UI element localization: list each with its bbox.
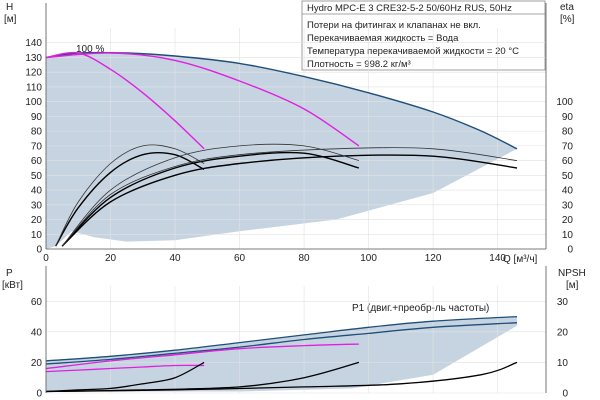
series-line bbox=[45, 364, 205, 373]
x-tick-label: 60 bbox=[234, 253, 246, 264]
y-right-tick-label: 90 bbox=[562, 112, 574, 123]
series-line bbox=[45, 322, 518, 365]
y-right-label-line2: [%] bbox=[560, 14, 575, 25]
p-tick-label: 0 bbox=[36, 389, 42, 400]
y-left-tick-label: 70 bbox=[31, 141, 43, 152]
y-right-tick-label: 100 bbox=[556, 97, 573, 108]
y-left-tick-label: 0 bbox=[36, 245, 42, 256]
y-right-tick-label: 60 bbox=[562, 156, 574, 167]
y-right-tick-label: 10 bbox=[562, 230, 574, 241]
p-left-label-line1: P bbox=[6, 268, 13, 279]
y-left-tick-label: 130 bbox=[25, 53, 42, 64]
y-left-tick-label: 80 bbox=[31, 127, 43, 138]
x-tick-label: 120 bbox=[425, 253, 442, 264]
x-tick-label: 140 bbox=[489, 253, 506, 264]
series-line bbox=[55, 144, 205, 247]
y-left-tick-label: 20 bbox=[31, 215, 43, 226]
series-line bbox=[61, 154, 518, 247]
npsh-tick-label: 30 bbox=[557, 297, 569, 308]
x-tick-label: 40 bbox=[169, 253, 181, 264]
p-left-label-line2: [кВт] bbox=[2, 280, 23, 291]
series-line bbox=[61, 143, 360, 247]
npsh-right-label-line1: NPSH bbox=[558, 268, 586, 279]
y-left-tick-label: 40 bbox=[31, 186, 43, 197]
y-right-tick-label: 70 bbox=[562, 141, 574, 152]
info-note-1: Потери на фитингах и клапанах не вкл. bbox=[307, 20, 481, 31]
y-left-tick-label: 90 bbox=[31, 112, 43, 123]
y-right-tick-label: 80 bbox=[562, 127, 574, 138]
y-right-tick-label: 30 bbox=[562, 200, 574, 211]
series-line bbox=[45, 52, 360, 147]
y-right-label-line1: eta bbox=[560, 2, 574, 13]
series-line bbox=[61, 147, 518, 247]
series-line bbox=[61, 151, 360, 247]
y-left-tick-label: 140 bbox=[25, 38, 42, 49]
info-note-2: Перекачиваемая жидкость = Вода bbox=[307, 33, 459, 44]
y-right-tick-label: 20 bbox=[562, 215, 574, 226]
y-right-tick-label: 50 bbox=[562, 171, 574, 182]
y-left-tick-label: 120 bbox=[25, 68, 42, 79]
x-axis-label: Q [м³/ч] bbox=[503, 254, 538, 265]
npsh-tick-label: 0 bbox=[562, 389, 568, 400]
y-left-tick-label: 30 bbox=[31, 200, 43, 211]
series-line bbox=[45, 51, 205, 150]
power-range-area bbox=[46, 316, 517, 392]
series-line bbox=[45, 343, 359, 370]
chart-title: Hydro MPC-E 3 CRE32-5-2 50/60Hz RUS, 50H… bbox=[307, 3, 512, 14]
x-tick-label: 20 bbox=[105, 253, 117, 264]
series-line bbox=[45, 315, 518, 362]
y-left-tick-label: 60 bbox=[31, 156, 43, 167]
info-note-3: Температура перекачиваемой жидкости = 20… bbox=[307, 46, 519, 57]
series-line bbox=[45, 361, 518, 393]
x-tick-label: 80 bbox=[299, 253, 311, 264]
npsh-tick-label: 20 bbox=[557, 327, 569, 338]
series-line bbox=[55, 152, 205, 247]
series-line bbox=[45, 361, 205, 393]
y-right-tick-label: 40 bbox=[562, 186, 574, 197]
info-note-4: Плотность = 998.2 кг/м³ bbox=[307, 59, 411, 70]
p-tick-label: 20 bbox=[31, 358, 43, 369]
p-tick-label: 60 bbox=[31, 297, 43, 308]
x-tick-label: 100 bbox=[360, 253, 377, 264]
legend-p1: P1 (двиг.+преобр-ль частоты) bbox=[352, 302, 489, 314]
y-left-tick-label: 50 bbox=[31, 171, 43, 182]
x-tick-label: 0 bbox=[43, 253, 49, 264]
annotation-100: 100 % bbox=[76, 44, 104, 55]
y-left-label-line2: [м] bbox=[4, 14, 17, 25]
y-left-label-line1: H bbox=[6, 2, 13, 13]
npsh-right-label-line2: [м] bbox=[566, 280, 579, 291]
y-left-tick-label: 110 bbox=[26, 82, 42, 93]
p-tick-label: 40 bbox=[31, 327, 43, 338]
y-right-tick-label: 0 bbox=[567, 245, 573, 256]
info-box bbox=[301, 0, 546, 71]
y-left-tick-label: 100 bbox=[25, 97, 42, 108]
npsh-tick-label: 10 bbox=[557, 358, 569, 369]
y-left-tick-label: 10 bbox=[31, 230, 43, 241]
